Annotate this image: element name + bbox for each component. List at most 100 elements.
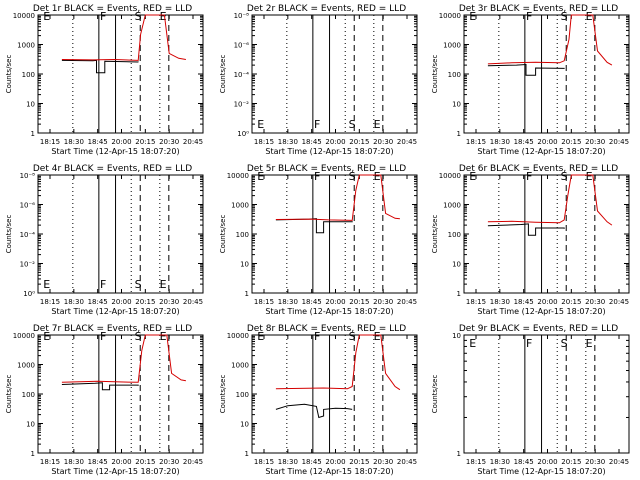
panel-title: Det 6r BLACK = Events, RED = LLD xyxy=(459,164,618,174)
y-tick-label: 10000 xyxy=(13,332,35,340)
marker-label: S xyxy=(349,118,356,131)
x-tick-label: 20:15 xyxy=(135,458,155,466)
x-tick-label: 20:30 xyxy=(159,458,179,466)
marker-label: F xyxy=(100,278,106,291)
x-tick-label: 20:00 xyxy=(537,138,557,146)
panel-8: Det 8r BLACK = Events, RED = LLD Counts/s… xyxy=(219,324,418,476)
x-tick-label: 18:45 xyxy=(514,298,534,306)
x-tick-label: 20:15 xyxy=(135,138,155,146)
series-black xyxy=(275,403,353,419)
x-tick-label: 20:45 xyxy=(397,458,417,466)
y-tick-label: 1000 xyxy=(17,362,35,370)
marker-label: S xyxy=(135,330,142,343)
y-tick-label: 10000 xyxy=(439,12,461,20)
y-tick-label: 10⁻⁶ xyxy=(234,42,250,50)
y-tick-label: 1 xyxy=(31,450,35,458)
y-tick-label: 1 xyxy=(245,450,249,458)
marker-label: S xyxy=(349,170,356,183)
x-tick-label: 20:45 xyxy=(397,298,417,306)
x-tick-label: 20:45 xyxy=(183,298,203,306)
x-tick-label: 20:15 xyxy=(135,298,155,306)
x-tick-label: 20:30 xyxy=(585,138,605,146)
x-tick-label: 18:45 xyxy=(302,298,322,306)
x-tick-label: 20:00 xyxy=(325,138,345,146)
marker-label: E xyxy=(43,278,50,291)
x-tick-label: 18:45 xyxy=(514,458,534,466)
panel-title: Det 5r BLACK = Events, RED = LLD xyxy=(247,164,406,174)
x-axis-label: Start Time (12-Apr-15 18:07:20) xyxy=(51,467,179,476)
marker-label: E xyxy=(469,10,476,23)
x-tick-label: 20:00 xyxy=(325,458,345,466)
panel-1: Det 1r BLACK = Events, RED = LLD Counts/s… xyxy=(5,4,204,156)
panel-6: Det 6r BLACK = Events, RED = LLD Counts/s… xyxy=(431,164,630,316)
x-tick-label: 20:45 xyxy=(609,138,629,146)
y-tick-label: 10 xyxy=(452,332,461,340)
y-tick-label: 10000 xyxy=(439,172,461,180)
y-tick-label: 100 xyxy=(236,231,249,239)
plot-frame xyxy=(37,334,204,454)
y-tick-label: 1 xyxy=(457,450,461,458)
marker-label: E xyxy=(160,278,167,291)
panel-title: Det 2r BLACK = Events, RED = LLD xyxy=(247,4,406,14)
x-tick-label: 20:15 xyxy=(349,458,369,466)
y-axis-label: Counts/sec xyxy=(219,375,227,414)
plot-frame xyxy=(37,174,204,294)
panel-title: Det 3r BLACK = Events, RED = LLD xyxy=(459,4,618,14)
x-axis-label: Start Time (12-Apr-15 18:07:20) xyxy=(51,147,179,156)
y-axis-label: Counts/sec xyxy=(431,375,439,414)
marker-label: S xyxy=(349,330,356,343)
x-tick-label: 20:30 xyxy=(585,458,605,466)
y-tick-label: 10⁰ xyxy=(23,290,35,298)
panel-title: Det 7r BLACK = Events, RED = LLD xyxy=(33,324,192,334)
y-tick-label: 10⁻⁶ xyxy=(20,202,36,210)
x-tick-label: 20:00 xyxy=(537,298,557,306)
x-tick-label: 20:45 xyxy=(609,298,629,306)
y-axis-label: Counts/sec xyxy=(5,375,13,414)
y-tick-label: 1000 xyxy=(443,202,461,210)
y-tick-label: 100 xyxy=(22,71,35,79)
x-tick-label: 20:15 xyxy=(561,138,581,146)
x-tick-label: 18:45 xyxy=(302,458,322,466)
plot-frame xyxy=(37,14,204,134)
x-tick-label: 18:45 xyxy=(302,138,322,146)
x-tick-label: 18:15 xyxy=(254,458,274,466)
x-tick-label: 18:30 xyxy=(278,298,298,306)
x-tick-label: 18:30 xyxy=(490,458,510,466)
x-tick-label: 20:45 xyxy=(397,138,417,146)
x-axis-label: Start Time (12-Apr-15 18:07:20) xyxy=(265,467,393,476)
marker-label: F xyxy=(526,170,532,183)
y-tick-label: 10000 xyxy=(13,12,35,20)
marker-label: E xyxy=(374,170,381,183)
x-tick-label: 20:45 xyxy=(183,138,203,146)
x-tick-label: 20:30 xyxy=(159,298,179,306)
y-axis-label: Counts/sec xyxy=(5,215,13,254)
y-tick-label: 10⁻⁸ xyxy=(20,172,36,180)
x-tick-label: 20:30 xyxy=(373,458,393,466)
panel-title: Det 4r BLACK = Events, RED = LLD xyxy=(33,164,192,174)
y-tick-label: 10⁻² xyxy=(20,261,36,269)
x-tick-label: 20:00 xyxy=(537,458,557,466)
marker-label: F xyxy=(526,337,532,350)
series-black xyxy=(275,218,353,234)
marker-label: F xyxy=(314,118,320,131)
x-axis-label: Start Time (12-Apr-15 18:07:20) xyxy=(51,307,179,316)
y-tick-label: 10 xyxy=(452,261,461,269)
y-tick-label: 100 xyxy=(236,391,249,399)
marker-label: E xyxy=(43,330,50,343)
x-tick-label: 20:45 xyxy=(609,458,629,466)
x-axis-label: Start Time (12-Apr-15 18:07:20) xyxy=(265,307,393,316)
marker-label: E xyxy=(160,10,167,23)
y-axis-label: Counts/sec xyxy=(219,215,227,254)
x-tick-label: 18:15 xyxy=(40,298,60,306)
marker-label: S xyxy=(561,337,568,350)
x-tick-label: 18:30 xyxy=(278,458,298,466)
marker-label: E xyxy=(43,10,50,23)
panel-9: Det 9r BLACK = Events, RED = LLD Counts/s… xyxy=(431,324,630,476)
y-tick-label: 100 xyxy=(448,71,461,79)
x-tick-label: 18:30 xyxy=(490,298,510,306)
x-tick-label: 20:45 xyxy=(183,458,203,466)
y-axis-label: Counts/sec xyxy=(5,55,13,94)
plot-frame xyxy=(251,174,418,294)
panel-title: Det 1r BLACK = Events, RED = LLD xyxy=(33,4,192,14)
